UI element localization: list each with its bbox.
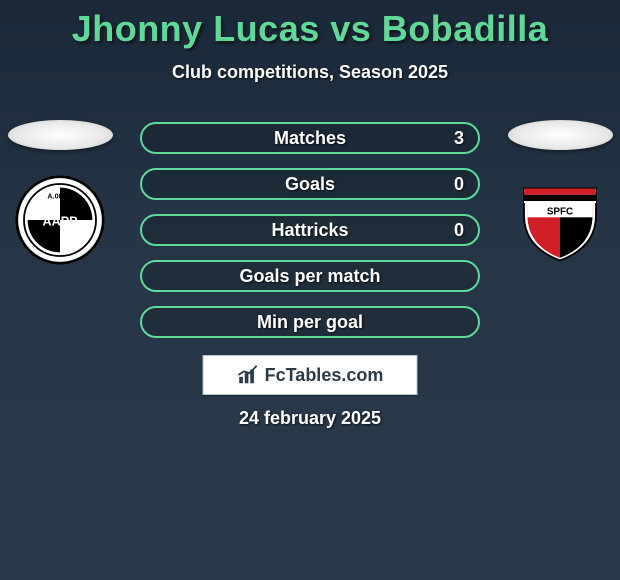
date-text: 24 february 2025 — [0, 408, 620, 429]
stat-row-matches: Matches 3 — [140, 122, 480, 154]
stats-container: Matches 3 Goals 0 Hattricks 0 Goals per … — [140, 122, 480, 338]
stat-row-hattricks: Hattricks 0 — [140, 214, 480, 246]
stat-label: Min per goal — [257, 312, 363, 333]
left-player-block: A.08.19 AAPP — [5, 120, 115, 265]
svg-text:A.08.19: A.08.19 — [47, 191, 72, 200]
left-team-crest: A.08.19 AAPP — [15, 175, 105, 265]
chart-icon — [237, 364, 259, 386]
stat-label: Hattricks — [271, 220, 348, 241]
right-player-block: SPFC — [505, 120, 615, 265]
left-player-avatar — [8, 120, 113, 150]
stat-right-value: 3 — [454, 128, 464, 149]
stat-label: Goals — [285, 174, 335, 195]
stat-row-min-per-goal: Min per goal — [140, 306, 480, 338]
page-title: Jhonny Lucas vs Bobadilla — [0, 0, 620, 50]
page-subtitle: Club competitions, Season 2025 — [0, 62, 620, 83]
stat-row-goals: Goals 0 — [140, 168, 480, 200]
stat-label: Goals per match — [239, 266, 380, 287]
svg-text:SPFC: SPFC — [547, 207, 573, 218]
right-player-avatar — [508, 120, 613, 150]
right-team-crest: SPFC — [515, 175, 605, 265]
brand-text: FcTables.com — [265, 365, 384, 386]
svg-text:AAPP: AAPP — [43, 214, 78, 228]
stat-right-value: 0 — [454, 220, 464, 241]
stat-right-value: 0 — [454, 174, 464, 195]
stat-row-goals-per-match: Goals per match — [140, 260, 480, 292]
stat-label: Matches — [274, 128, 346, 149]
brand-box[interactable]: FcTables.com — [203, 355, 418, 395]
